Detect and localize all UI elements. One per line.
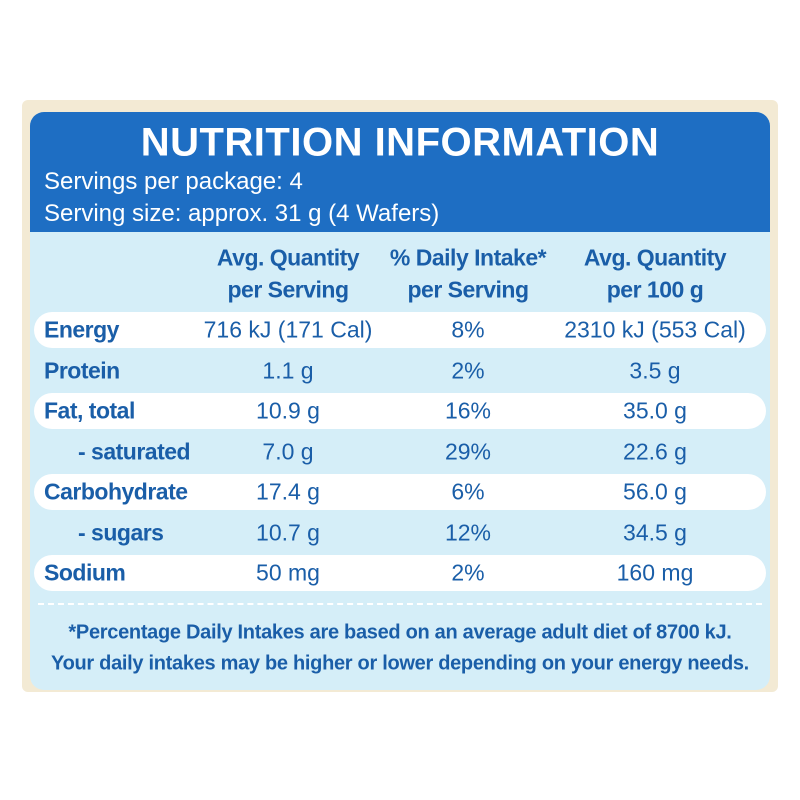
cell: 22.6 g — [623, 438, 687, 464]
cell: 7.0 g — [262, 438, 314, 464]
cell: 35.0 g — [623, 397, 687, 424]
cell: 12% — [444, 519, 492, 545]
cell: 17.4 g — [256, 478, 320, 505]
footnote: *Percentage Daily Intakes are based on a… — [68, 621, 732, 644]
nutrition-panel: NUTRITION INFORMATION Servings per packa… — [30, 112, 770, 690]
cell: 2% — [451, 559, 485, 586]
row-band — [34, 393, 766, 429]
row-label: Carbohydrate — [44, 478, 188, 505]
row-band — [34, 474, 766, 510]
cell: 10.9 g — [256, 397, 320, 424]
cell: 2% — [451, 357, 485, 383]
cell: 3.5 g — [629, 357, 681, 383]
title: NUTRITION INFORMATION — [140, 120, 660, 165]
row-label: Sodium — [44, 559, 126, 586]
cell: 6% — [451, 478, 485, 505]
row-label: Fat, total — [44, 397, 135, 424]
cell: 50 mg — [256, 559, 320, 586]
cell: 29% — [444, 438, 492, 464]
cell: 2310 kJ (553 Cal) — [564, 316, 746, 343]
column-header: per 100 g — [606, 276, 704, 303]
header: NUTRITION INFORMATION Servings per packa… — [30, 112, 770, 232]
row-band — [34, 555, 766, 591]
row-band — [34, 312, 766, 348]
cell: 1.1 g — [262, 357, 314, 383]
column-header: % Daily Intake* — [389, 244, 547, 271]
divider — [38, 603, 762, 605]
column-header: per Serving — [227, 276, 349, 303]
cell: 716 kJ (171 Cal) — [203, 316, 373, 343]
cell: 16% — [444, 397, 492, 424]
serving-size: Serving size: approx. 31 g (4 Wafers) — [44, 200, 440, 227]
column-header: per Serving — [407, 276, 529, 303]
cell: 160 mg — [616, 559, 694, 586]
cell: 56.0 g — [623, 478, 687, 505]
row-label: Protein — [44, 357, 120, 383]
row-label: - saturated — [78, 438, 191, 464]
row-label: Energy — [44, 316, 119, 343]
cell: 34.5 g — [623, 519, 687, 545]
cell: 10.7 g — [256, 519, 320, 545]
footnote: Your daily intakes may be higher or lowe… — [51, 652, 749, 675]
row-label: - sugars — [78, 519, 164, 545]
column-header: Avg. Quantity — [216, 244, 360, 271]
cell: 8% — [451, 316, 485, 343]
column-header: Avg. Quantity — [583, 244, 727, 271]
servings: Servings per package: 4 — [44, 168, 303, 195]
